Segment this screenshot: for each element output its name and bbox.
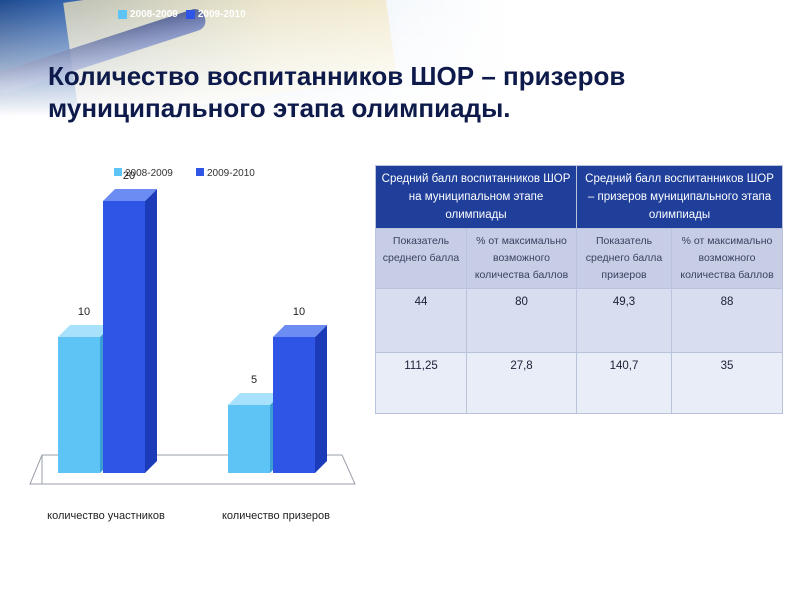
table-header-cell: Средний балл воспитанников ШОР – призеро… (576, 165, 784, 229)
top-legend: 2008-2009 2009-2010 (118, 6, 246, 22)
data-label: 5 (251, 374, 257, 386)
table-header-cell: Средний балл воспитанников ШОР на муници… (374, 165, 578, 229)
category-label: количество призеров (222, 510, 330, 522)
chart-legend-swatch (114, 168, 122, 176)
table-cell: 35 (671, 352, 784, 414)
bar-top (228, 393, 282, 405)
chart-legend-label: 2008-2009 (125, 168, 173, 179)
bar (228, 405, 270, 473)
table-subheader-cell: % от максимально возможного количества б… (465, 228, 578, 289)
page-title-line-2: муниципального этапа олимпиады. (48, 93, 511, 123)
chart-legend-swatch (196, 168, 204, 176)
page-title: Количество воспитанников ШОР – призеров … (48, 60, 768, 124)
bar-top (103, 189, 157, 201)
stats-table: Средний балл воспитанников ШОР на муници… (374, 165, 784, 414)
table-header-row: Средний балл воспитанников ШОР на муници… (374, 165, 784, 229)
bar-side (270, 393, 282, 473)
table-subheader-cell: Показатель среднего балла (375, 228, 467, 289)
chart-floor (29, 454, 356, 485)
legend-swatch-2008 (118, 9, 127, 19)
table-row: 44 80 49,3 88 (375, 288, 784, 353)
bar-side (315, 325, 327, 473)
bar (103, 201, 145, 473)
table-cell: 44 (375, 288, 467, 353)
bar-side (145, 189, 157, 473)
bar-side (100, 325, 112, 473)
table-subheader-cell: Показатель среднего балла призеров (576, 228, 673, 289)
table-subheader-row: Показатель среднего балла % от максималь… (375, 228, 784, 289)
table-cell: 49,3 (576, 288, 673, 353)
table-subheader-cell: % от максимально возможного количества б… (671, 228, 784, 289)
table-cell: 27,8 (465, 352, 578, 414)
table-cell: 111,25 (375, 352, 467, 414)
table-row: 111,25 27,8 140,7 35 (375, 352, 784, 414)
bar-top (273, 325, 327, 337)
chart-legend-label: 2009-2010 (207, 168, 255, 179)
header-banner-image (0, 0, 800, 150)
top-legend-label-2008: 2008-2009 (130, 8, 178, 20)
table-cell: 140,7 (576, 352, 673, 414)
data-label: 20 (123, 170, 135, 182)
data-label: 10 (293, 306, 305, 318)
category-label: количество участников (47, 510, 165, 522)
table-cell: 80 (465, 288, 578, 353)
data-label: 10 (78, 306, 90, 318)
table-cell: 88 (671, 288, 784, 353)
legend-swatch-2009 (185, 9, 195, 19)
page-title-line-1: Количество воспитанников ШОР – призеров (48, 61, 626, 91)
bar (58, 337, 100, 473)
top-legend-entry-2008: 2008-2009 (118, 9, 178, 20)
top-legend-entry-2009: 2009-2010 (185, 8, 246, 20)
bar-top (58, 325, 112, 337)
bar (273, 337, 315, 473)
top-legend-label-2009: 2009-2010 (197, 8, 246, 20)
